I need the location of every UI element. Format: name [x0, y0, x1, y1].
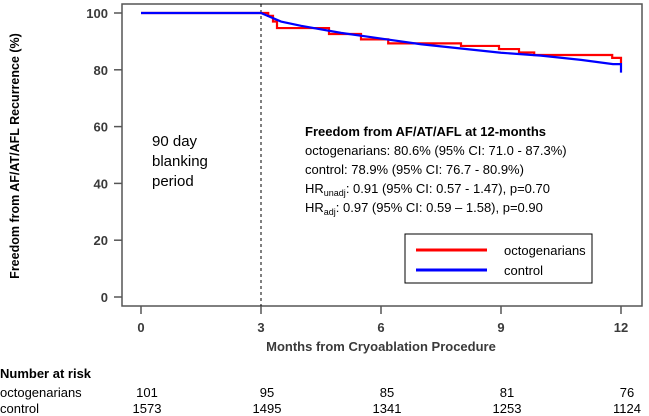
x-axis-label: Months from Cryoablation Procedure [266, 339, 496, 354]
y-tick-label: 80 [94, 63, 108, 78]
risk-value: 1253 [493, 401, 522, 416]
blanking-label-1: 90 day [152, 133, 198, 150]
survival-curve-control [141, 11, 623, 73]
y-tick-label: 100 [86, 6, 108, 21]
risk-value: 1495 [253, 401, 282, 416]
x-tick-label: 6 [377, 320, 384, 335]
risk-value: 85 [380, 385, 394, 400]
x-tick-label: 12 [614, 320, 628, 335]
annotation-octogenarians: octogenarians: 80.6% (95% CI: 71.0 - 87.… [305, 143, 567, 158]
risk-value: 1341 [373, 401, 402, 416]
risk-row-label-octogenarians: octogenarians [0, 385, 82, 400]
y-tick-label: 20 [94, 233, 108, 248]
y-tick-label: 60 [94, 120, 108, 135]
x-tick-label: 0 [137, 320, 144, 335]
legend: octogenarians control [404, 233, 593, 284]
blanking-label-3: period [152, 173, 194, 190]
annotation-hr-adj: HRadj: 0.97 (95% CI: 0.59 – 1.58), p=0.9… [305, 200, 543, 217]
risk-value: 95 [260, 385, 274, 400]
risk-table-title: Number at risk [0, 366, 92, 381]
risk-value: 1573 [133, 401, 162, 416]
annotation-hr-unadj: HRunadj: 0.91 (95% CI: 0.57 - 1.47), p=0… [305, 181, 550, 198]
risk-table: Number at risk octogenarians control 101… [0, 366, 641, 416]
plot-frame [121, 3, 643, 307]
series-group [141, 11, 623, 73]
y-tick-label: 0 [101, 290, 108, 305]
annotation-box: Freedom from AF/AT/AFL at 12-months octo… [305, 124, 567, 217]
legend-box [404, 233, 593, 284]
x-tick-label: 3 [257, 320, 264, 335]
legend-label-octogenarians: octogenarians [504, 243, 586, 258]
annotation-control: control: 78.9% (95% CI: 76.7 - 80.9%) [305, 162, 524, 177]
x-tick-label: 9 [497, 320, 504, 335]
legend-label-control: control [504, 263, 543, 278]
x-axis: 0 3 6 9 12 [137, 306, 628, 335]
y-axis: 0 20 40 60 80 100 [86, 6, 122, 305]
risk-value: 81 [500, 385, 514, 400]
risk-row-label-control: control [0, 401, 39, 416]
y-axis-label: Freedom from AF/AT/AFL Recurrence (%) [8, 33, 22, 279]
annotation-title: Freedom from AF/AT/AFL at 12-months [305, 124, 546, 139]
y-tick-label: 40 [94, 176, 108, 191]
risk-value: 1124 [613, 401, 641, 416]
risk-value: 76 [620, 385, 634, 400]
risk-value: 101 [136, 385, 158, 400]
blanking-label-2: blanking [152, 153, 208, 170]
